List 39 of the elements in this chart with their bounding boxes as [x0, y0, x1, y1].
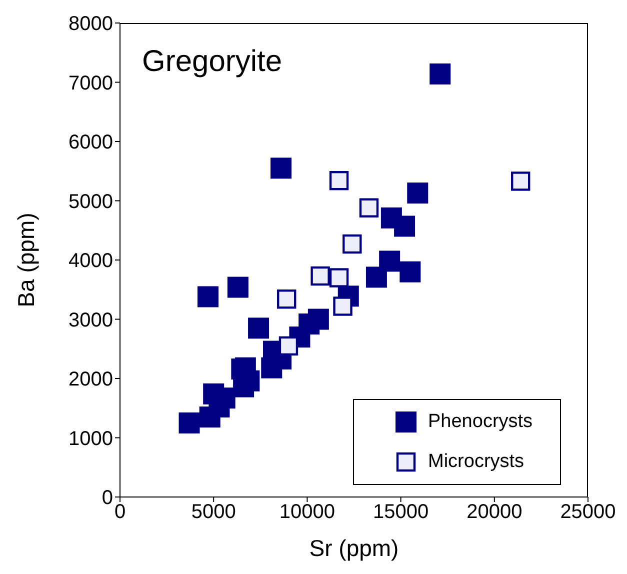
point — [407, 182, 428, 204]
point — [511, 172, 530, 191]
x-tick-label: 10000 — [279, 501, 336, 524]
point — [329, 268, 349, 288]
text: Gregoryite — [142, 45, 282, 79]
point — [342, 234, 362, 254]
point — [277, 290, 296, 309]
y-tick-label: 7000 — [68, 72, 113, 94]
y-tick-label: 2000 — [68, 368, 113, 391]
point — [359, 198, 379, 218]
legend-label: Microcrysts — [428, 451, 524, 473]
y-tick-label: 3000 — [68, 309, 113, 332]
y-tick-label: 6000 — [68, 132, 113, 154]
y-tick-label: 4000 — [68, 250, 113, 272]
point — [278, 336, 298, 356]
y-axis-title: Ba (ppm) — [13, 212, 40, 308]
point — [329, 171, 349, 190]
point — [400, 261, 421, 282]
point — [197, 286, 218, 308]
point — [248, 318, 270, 339]
y-tick-label: 5000 — [68, 190, 113, 213]
point — [310, 266, 330, 286]
legend-label: Phenocrysts — [428, 411, 533, 433]
point — [379, 250, 400, 272]
x-tick-label: 25000 — [560, 501, 616, 524]
y-tick-label: 1000 — [68, 428, 113, 450]
point — [394, 216, 416, 237]
y-tick-label: 0 — [102, 487, 113, 510]
point — [333, 296, 352, 316]
x-axis-title: Sr (ppm) — [309, 535, 399, 561]
x-tick-label: 20000 — [466, 501, 522, 524]
point — [430, 63, 451, 84]
y-tick-label: 8000 — [68, 13, 113, 36]
point — [227, 276, 248, 298]
point — [178, 412, 200, 434]
point — [270, 158, 292, 179]
x-tick-label: 15000 — [372, 501, 429, 524]
point — [366, 266, 387, 288]
x-tick-label: 5000 — [191, 501, 236, 524]
